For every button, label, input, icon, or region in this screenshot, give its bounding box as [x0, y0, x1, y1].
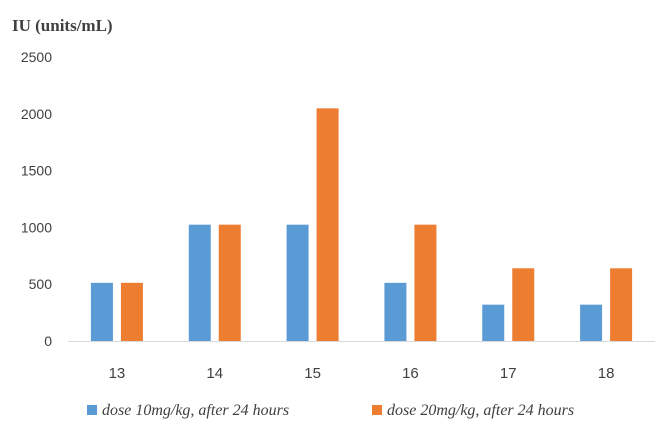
x-tick-label: 18	[598, 365, 615, 382]
y-axis-title: IU (units/mL)	[12, 16, 113, 35]
bar-series-1-18	[580, 304, 603, 341]
bar-series-2-18	[610, 268, 633, 341]
y-tick-label: 1000	[21, 219, 52, 235]
x-tick-label: 14	[206, 365, 223, 382]
bar-series-1-14	[188, 224, 211, 341]
bar-series-2-13	[120, 282, 143, 341]
bar-series-2-17	[512, 268, 535, 341]
y-axis-ticks: 0 500 1000 1500 2000 2500	[21, 49, 52, 349]
legend-swatch-2	[372, 405, 382, 415]
x-tick-label: 16	[402, 365, 419, 382]
y-tick-label: 0	[44, 333, 52, 349]
y-tick-label: 2500	[21, 49, 52, 65]
y-tick-label: 2000	[21, 106, 52, 122]
bar-series-1-16	[384, 282, 407, 341]
y-tick-label: 500	[29, 276, 53, 292]
bar-series-2-16	[414, 224, 437, 341]
bar-series-1-15	[286, 224, 309, 341]
bars	[90, 108, 633, 341]
bar-series-2-15	[316, 108, 339, 341]
x-tick-label: 13	[109, 365, 126, 382]
bar-series-1-17	[482, 304, 505, 341]
legend: dose 10mg/kg, after 24 hours dose 20mg/kg…	[87, 402, 574, 419]
legend-label-1: dose 10mg/kg, after 24 hours	[102, 402, 289, 419]
bar-series-1-13	[90, 282, 113, 341]
bar-series-2-14	[218, 224, 241, 341]
x-tick-label: 17	[500, 365, 517, 382]
legend-swatch-1	[87, 405, 97, 415]
legend-label-2: dose 20mg/kg, after 24 hours	[387, 402, 574, 419]
x-axis-ticks: 13 14 15 16 17 18	[109, 365, 615, 382]
x-tick-label: 15	[304, 365, 321, 382]
y-tick-label: 1500	[21, 163, 52, 179]
